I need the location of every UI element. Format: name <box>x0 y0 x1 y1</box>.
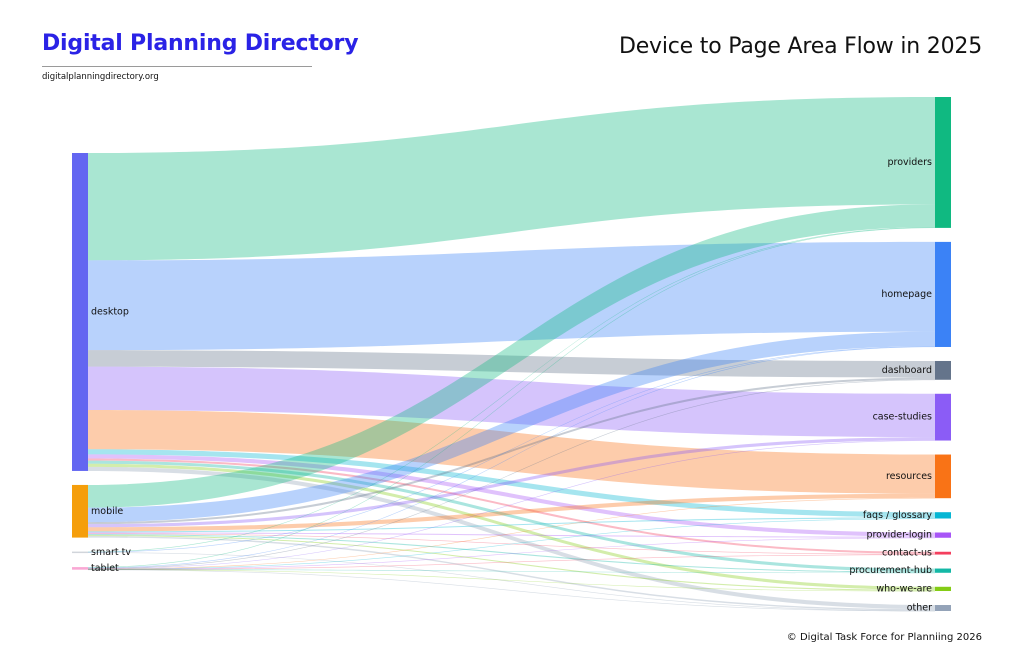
target-label-provider-login: provider-login <box>866 530 932 541</box>
flow-tablet-to-providers <box>88 227 935 568</box>
target-node-case-studies <box>935 393 951 441</box>
flow-desktop-to-faqs-glossary <box>88 449 935 518</box>
brand-url: digitalplanningdirectory.org <box>42 72 159 82</box>
target-label-who-we-are: who-we-are <box>876 583 932 594</box>
target-label-faqs-glossary: faqs / glossary <box>863 510 932 521</box>
target-label-procurement-hub: procurement-hub <box>849 565 932 576</box>
flow-desktop-to-who-we-are <box>88 463 935 590</box>
source-node-smart-tv <box>72 551 88 554</box>
target-label-providers: providers <box>887 157 932 168</box>
flow-tablet-to-contact-us <box>88 554 935 570</box>
flow-tablet-to-faqs-glossary <box>88 518 935 570</box>
flow-mobile-to-provider-login <box>88 532 935 538</box>
flow-tablet-to-homepage <box>88 346 935 569</box>
flow-tablet-to-dashboard <box>88 379 935 569</box>
flow-mobile-to-resources <box>88 493 935 532</box>
flow-mobile-to-homepage <box>88 331 935 523</box>
flow-tablet-to-procurement-hub <box>88 569 935 574</box>
flow-desktop-to-contact-us <box>88 458 935 554</box>
flow-desktop-to-procurement-hub <box>88 460 935 572</box>
target-node-who-we-are <box>935 586 951 592</box>
target-label-dashboard: dashboard <box>882 365 932 376</box>
target-node-providers <box>935 97 951 228</box>
flow-smart-tv-to-other <box>88 552 935 612</box>
target-label-contact-us: contact-us <box>882 548 932 559</box>
flow-tablet-to-resources <box>88 497 935 570</box>
target-node-other <box>935 605 951 611</box>
flow-mobile-to-other <box>88 536 935 611</box>
flow-mobile-to-who-we-are <box>88 535 935 591</box>
flow-mobile-to-dashboard <box>88 377 935 525</box>
target-node-faqs-glossary <box>935 512 951 519</box>
source-node-desktop <box>72 153 88 471</box>
target-label-case-studies: case-studies <box>873 412 932 423</box>
flow-tablet-to-case-studies <box>88 440 935 569</box>
source-label-mobile: mobile <box>91 506 123 517</box>
flow-desktop-to-resources <box>88 410 935 494</box>
flow-tablet-to-provider-login <box>88 537 935 570</box>
target-node-homepage <box>935 241 951 347</box>
source-label-desktop: desktop <box>91 306 129 317</box>
source-label-tablet: tablet <box>91 563 119 574</box>
flow-mobile-to-providers <box>88 204 935 508</box>
target-label-resources: resources <box>886 471 932 482</box>
source-node-tablet <box>72 567 88 570</box>
target-label-homepage: homepage <box>881 289 932 300</box>
flow-desktop-to-homepage <box>88 241 935 351</box>
target-node-procurement-hub <box>935 568 951 573</box>
flow-mobile-to-faqs-glossary <box>88 517 935 533</box>
flow-desktop-to-providers <box>88 97 935 261</box>
brand-divider <box>42 66 312 67</box>
flow-tablet-to-other <box>88 569 935 612</box>
brand-title: Digital Planning Directory <box>42 31 359 56</box>
flow-smart-tv-to-homepage <box>88 346 935 553</box>
flow-desktop-to-provider-login <box>88 454 935 537</box>
labels-layer: desktop mobile smart tv tablet providers home… <box>91 157 932 614</box>
target-node-resources <box>935 454 951 499</box>
flow-mobile-to-contact-us <box>88 533 935 555</box>
footer-copyright: © Digital Task Force for Planniing 2026 <box>786 632 982 643</box>
flow-smart-tv-to-providers <box>88 227 935 553</box>
flow-desktop-to-other <box>88 466 935 610</box>
source-node-mobile <box>72 484 88 538</box>
links-layer <box>88 97 935 612</box>
flow-desktop-to-dashboard <box>88 350 935 378</box>
chart-title: Device to Page Area Flow in 2025 <box>618 34 982 59</box>
source-label-smart-tv: smart tv <box>91 547 131 558</box>
flow-mobile-to-procurement-hub <box>88 534 935 573</box>
target-node-dashboard <box>935 360 951 380</box>
flow-desktop-to-case-studies <box>88 366 935 438</box>
flow-tablet-to-who-we-are <box>88 569 935 592</box>
target-label-other: other <box>907 603 932 614</box>
target-node-provider-login <box>935 532 951 538</box>
target-node-contact-us <box>935 551 951 555</box>
flow-mobile-to-case-studies <box>88 437 935 528</box>
nodes-layer <box>72 97 951 611</box>
